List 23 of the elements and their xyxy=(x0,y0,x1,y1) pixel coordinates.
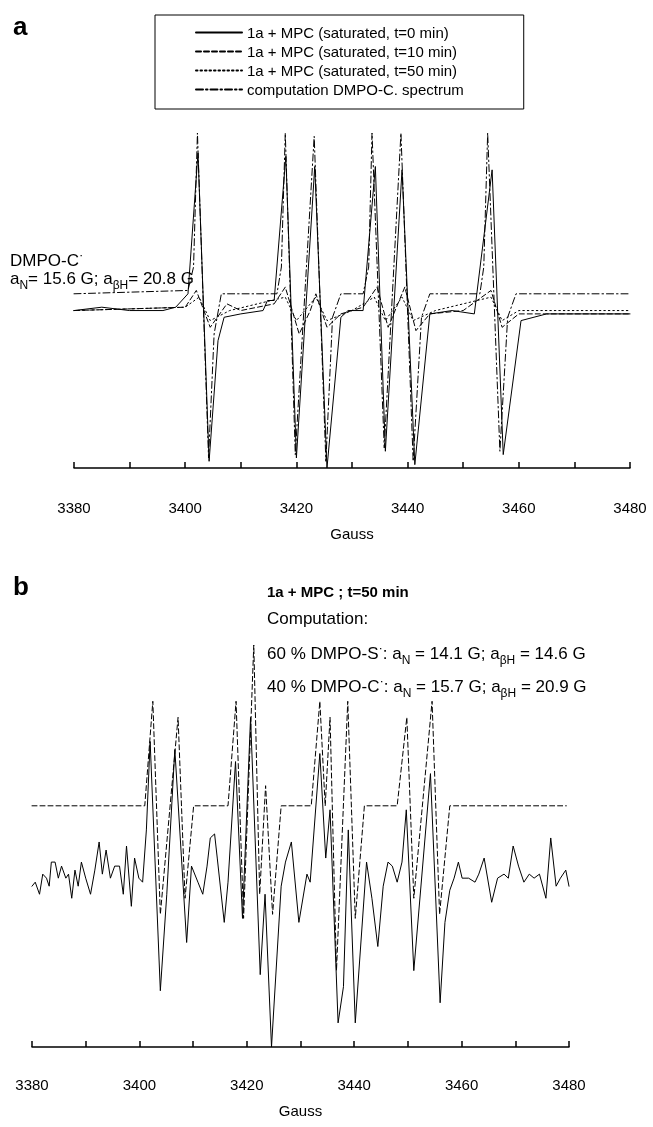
legend-label: 1a + MPC (saturated, t=0 min) xyxy=(247,24,449,41)
legend-label: 1a + MPC (saturated, t=50 min) xyxy=(247,62,458,79)
x-tick-label: 3460 xyxy=(444,1076,479,1093)
x-tick-label: 3440 xyxy=(390,499,425,516)
legend-label: 1a + MPC (saturated, t=10 min) xyxy=(247,43,458,60)
chart-title: a xyxy=(13,11,28,41)
x-axis-title: Gauss xyxy=(278,1102,323,1119)
x-tick-label: 3420 xyxy=(230,1076,264,1093)
x-tick-label: 3380 xyxy=(15,1076,49,1093)
chart-title: b xyxy=(13,571,29,601)
x-tick-label: 3420 xyxy=(279,499,314,516)
legend-label: computation DMPO-C. spectrum xyxy=(247,81,464,98)
x-tick-label: 3400 xyxy=(168,499,202,516)
x-tick-label: 3480 xyxy=(552,1076,586,1093)
x-tick-label: 3480 xyxy=(613,499,647,516)
text: Computation: xyxy=(267,609,369,628)
x-tick-label: 3380 xyxy=(57,499,91,516)
text: 1a + MPC ; t=50 min xyxy=(267,583,409,600)
x-tick-label: 3400 xyxy=(122,1076,157,1093)
x-tick-label: 3460 xyxy=(502,499,536,516)
x-tick-label: 3440 xyxy=(337,1076,371,1093)
x-axis-title: Gauss xyxy=(330,525,374,542)
annotation: DMPO-C· xyxy=(10,247,84,270)
